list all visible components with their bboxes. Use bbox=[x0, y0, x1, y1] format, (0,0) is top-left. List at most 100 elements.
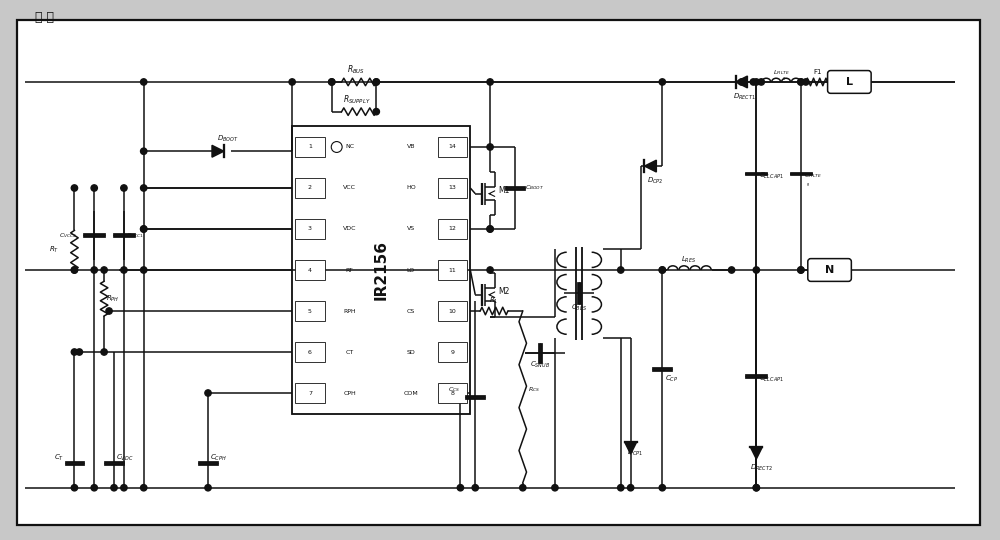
Circle shape bbox=[205, 390, 211, 396]
Text: $R_{PH}$: $R_{PH}$ bbox=[106, 294, 119, 304]
FancyBboxPatch shape bbox=[295, 137, 325, 157]
Circle shape bbox=[552, 484, 558, 491]
FancyBboxPatch shape bbox=[295, 178, 325, 198]
Circle shape bbox=[76, 349, 83, 355]
Circle shape bbox=[101, 349, 107, 355]
Text: 7: 7 bbox=[308, 390, 312, 395]
FancyBboxPatch shape bbox=[295, 301, 325, 321]
Circle shape bbox=[91, 267, 97, 273]
Polygon shape bbox=[736, 76, 747, 88]
Text: $C_T$: $C_T$ bbox=[54, 453, 65, 463]
Circle shape bbox=[141, 79, 147, 85]
Circle shape bbox=[121, 484, 127, 491]
Text: $C_{BES}$: $C_{BES}$ bbox=[571, 303, 587, 313]
Circle shape bbox=[141, 148, 147, 154]
FancyBboxPatch shape bbox=[438, 137, 467, 157]
Text: $C_{CP}$: $C_{CP}$ bbox=[665, 374, 679, 384]
Text: CT: CT bbox=[345, 349, 354, 354]
Text: 13: 13 bbox=[449, 186, 456, 191]
Text: $C_{ELCAP1}$: $C_{ELCAP1}$ bbox=[759, 374, 784, 384]
Circle shape bbox=[659, 267, 665, 273]
Text: CS: CS bbox=[407, 308, 415, 314]
Text: $D_{RECT1}$: $D_{RECT1}$ bbox=[733, 92, 756, 102]
Text: IR2156: IR2156 bbox=[374, 240, 389, 300]
Text: 11: 11 bbox=[449, 267, 456, 273]
Circle shape bbox=[753, 484, 760, 491]
Circle shape bbox=[329, 79, 335, 85]
FancyBboxPatch shape bbox=[438, 178, 467, 198]
Text: COM: COM bbox=[404, 390, 418, 395]
Text: 3: 3 bbox=[308, 226, 312, 232]
Text: $R_T$: $R_T$ bbox=[49, 245, 60, 255]
Circle shape bbox=[487, 79, 493, 85]
Circle shape bbox=[71, 349, 78, 355]
Circle shape bbox=[487, 226, 493, 232]
Text: $D_{RECT2}$: $D_{RECT2}$ bbox=[750, 463, 773, 473]
Circle shape bbox=[753, 484, 760, 491]
Circle shape bbox=[728, 267, 735, 273]
Text: VCC: VCC bbox=[343, 186, 356, 191]
Text: 9: 9 bbox=[450, 349, 454, 354]
Text: F1: F1 bbox=[813, 69, 822, 75]
Circle shape bbox=[141, 226, 147, 232]
Circle shape bbox=[803, 79, 809, 85]
Text: M1: M1 bbox=[498, 186, 509, 195]
Circle shape bbox=[659, 79, 665, 85]
Text: 5: 5 bbox=[308, 308, 312, 314]
Circle shape bbox=[106, 308, 112, 314]
Circle shape bbox=[487, 144, 493, 150]
Text: NC: NC bbox=[345, 145, 354, 150]
Text: M2: M2 bbox=[498, 287, 509, 296]
Text: $C_{SNUB}$: $C_{SNUB}$ bbox=[530, 360, 550, 369]
Circle shape bbox=[141, 484, 147, 491]
Text: $_R$: $_R$ bbox=[806, 183, 810, 190]
Text: 一 一: 一 一 bbox=[35, 11, 54, 24]
Circle shape bbox=[111, 484, 117, 491]
Circle shape bbox=[71, 267, 78, 273]
Circle shape bbox=[289, 79, 295, 85]
Text: HO: HO bbox=[406, 186, 416, 191]
FancyBboxPatch shape bbox=[295, 342, 325, 362]
Text: $C_{ELCAP1}$: $C_{ELCAP1}$ bbox=[759, 171, 784, 181]
Circle shape bbox=[627, 484, 634, 491]
Circle shape bbox=[750, 79, 757, 85]
Text: RPH: RPH bbox=[343, 308, 356, 314]
FancyBboxPatch shape bbox=[438, 342, 467, 362]
Text: 2: 2 bbox=[308, 186, 312, 191]
Text: VS: VS bbox=[407, 226, 415, 232]
Circle shape bbox=[101, 267, 107, 273]
Text: $C_{CPH}$: $C_{CPH}$ bbox=[210, 453, 227, 463]
FancyBboxPatch shape bbox=[295, 219, 325, 239]
Text: $R_1$: $R_1$ bbox=[489, 296, 499, 306]
Text: $C_{VCC1}$: $C_{VCC1}$ bbox=[126, 231, 144, 240]
Circle shape bbox=[738, 79, 745, 85]
Circle shape bbox=[329, 79, 335, 85]
Text: $D_{CP1}$: $D_{CP1}$ bbox=[627, 448, 644, 458]
Text: $R_{SUPPLY}$: $R_{SUPPLY}$ bbox=[343, 93, 370, 106]
Circle shape bbox=[121, 267, 127, 273]
Circle shape bbox=[71, 267, 78, 273]
Text: $C_{FILTE}$: $C_{FILTE}$ bbox=[804, 172, 822, 180]
Circle shape bbox=[141, 267, 147, 273]
Circle shape bbox=[373, 79, 379, 85]
Text: $C_{VCC2}$: $C_{VCC2}$ bbox=[59, 231, 76, 240]
Circle shape bbox=[753, 267, 760, 273]
FancyBboxPatch shape bbox=[295, 383, 325, 403]
Text: $_R$: $_R$ bbox=[782, 76, 786, 83]
Text: 8: 8 bbox=[451, 390, 454, 395]
Text: $C_{BOOT}$: $C_{BOOT}$ bbox=[525, 184, 544, 192]
Text: $D_{BOOT}$: $D_{BOOT}$ bbox=[217, 134, 239, 145]
FancyBboxPatch shape bbox=[438, 383, 467, 403]
Text: 4: 4 bbox=[308, 267, 312, 273]
FancyBboxPatch shape bbox=[438, 301, 467, 321]
Polygon shape bbox=[644, 160, 656, 172]
Circle shape bbox=[472, 484, 478, 491]
Text: VDC: VDC bbox=[343, 226, 356, 232]
Text: VB: VB bbox=[407, 145, 415, 150]
Circle shape bbox=[487, 267, 493, 273]
Circle shape bbox=[205, 484, 211, 491]
Text: $R_{BUS}$: $R_{BUS}$ bbox=[347, 64, 366, 76]
Text: RT: RT bbox=[346, 267, 353, 273]
Circle shape bbox=[798, 267, 804, 273]
Circle shape bbox=[91, 185, 97, 191]
